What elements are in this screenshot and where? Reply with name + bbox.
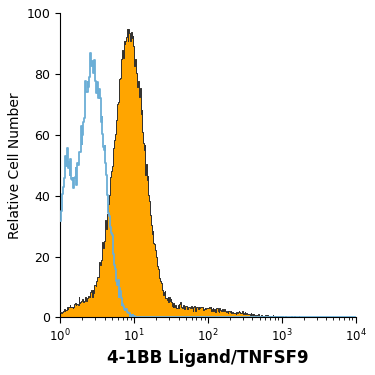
- Y-axis label: Relative Cell Number: Relative Cell Number: [8, 92, 22, 239]
- X-axis label: 4-1BB Ligand/TNFSF9: 4-1BB Ligand/TNFSF9: [107, 349, 309, 367]
